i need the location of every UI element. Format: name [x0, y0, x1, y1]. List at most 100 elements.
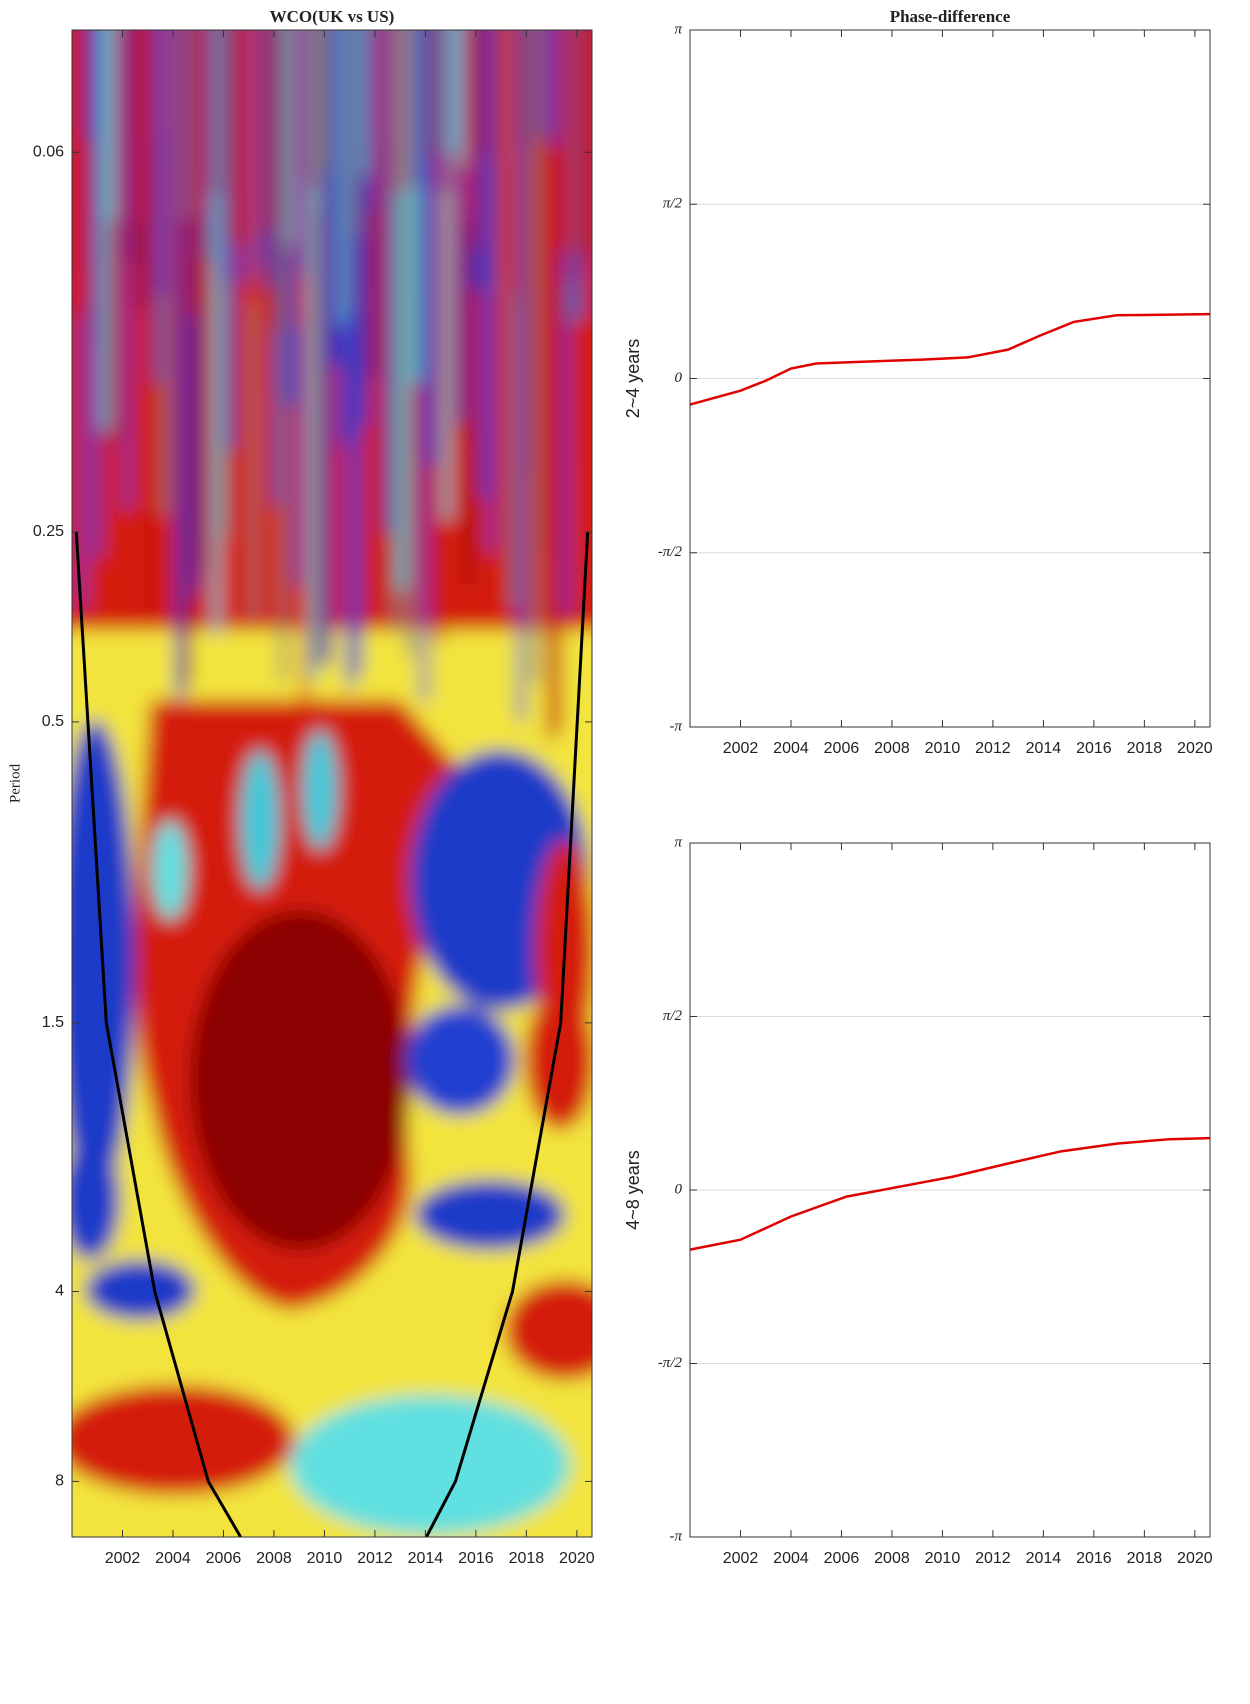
- heatmap-texture: [250, 30, 255, 303]
- heatmap-texture: [240, 750, 280, 890]
- phase-line: [689, 312, 1211, 406]
- cone-of-influence: [74, 531, 242, 1537]
- heatmap-texture: [473, 30, 478, 250]
- x-tick-label: 2014: [1026, 1550, 1062, 1567]
- heatmap-texture: [480, 30, 486, 156]
- y-tick-label: 0.5: [42, 713, 64, 730]
- y-tick-label: 8: [55, 1473, 64, 1490]
- heatmap-texture: [480, 30, 488, 499]
- heatmap-texture: [213, 30, 220, 635]
- heatmap-texture: [124, 30, 129, 164]
- heatmap-texture: [354, 30, 361, 675]
- heatmap-texture: [405, 1005, 515, 1115]
- heatmap-texture: [584, 30, 590, 265]
- x-tick-label: 2016: [458, 1550, 494, 1567]
- y-tick-label: -π: [669, 1528, 682, 1544]
- x-tick-label: 2008: [874, 1550, 910, 1567]
- heatmap-texture: [294, 30, 300, 328]
- x-tick-label: 2020: [1177, 1550, 1213, 1567]
- heatmap-texture: [86, 30, 92, 142]
- x-tick-label: 2018: [509, 1550, 545, 1567]
- heatmap-texture: [525, 30, 530, 147]
- heatmap-texture: [153, 30, 159, 166]
- heatmap-texture: [183, 30, 191, 687]
- heatmap-texture: [72, 1140, 120, 1260]
- heatmap-texture: [391, 30, 396, 287]
- heatmap-texture: [235, 30, 240, 263]
- x-tick-label: 2004: [773, 1550, 809, 1567]
- heatmap-texture: [361, 30, 367, 177]
- heatmap-texture: [510, 30, 517, 609]
- heatmap-texture: [384, 30, 391, 534]
- heatmap-texture: [317, 30, 322, 214]
- heatmap-texture: [324, 30, 330, 171]
- heatmap-texture: [415, 1180, 565, 1250]
- heatmap-texture: [79, 30, 84, 315]
- x-tick-label: 2016: [1076, 1550, 1112, 1567]
- heatmap-texture: [458, 30, 465, 425]
- y-tick-label: 1.5: [42, 1014, 64, 1031]
- heatmap-texture: [547, 30, 555, 741]
- heatmap-texture: [86, 30, 94, 342]
- x-tick-label: 2004: [773, 740, 809, 757]
- y-axis-label: 4~8 years: [623, 1150, 643, 1230]
- y-tick-label: 0: [675, 1181, 683, 1197]
- plot-frame: [71, 29, 593, 1538]
- heatmap-texture: [346, 30, 354, 688]
- x-tick-label: 2012: [975, 740, 1011, 757]
- heatmap-texture: [272, 30, 278, 330]
- heatmap-texture: [495, 30, 500, 286]
- y-tick-label: -π: [669, 718, 682, 734]
- heatmap-texture: [413, 30, 421, 384]
- heatmap-texture: [205, 30, 211, 259]
- x-tick-label: 2006: [824, 1550, 860, 1567]
- heatmap-texture: [488, 30, 493, 236]
- heatmap-texture: [183, 30, 188, 219]
- heatmap-texture: [577, 30, 582, 253]
- x-tick-label: 2020: [1177, 740, 1213, 757]
- heatmap-texture: [153, 30, 161, 384]
- cone-of-influence: [425, 531, 590, 1537]
- heatmap-texture: [317, 30, 324, 667]
- phase-line: [689, 1136, 1211, 1251]
- y-tick-label: -π/2: [658, 544, 683, 560]
- heatmap-texture: [220, 30, 228, 538]
- heatmap-texture: [428, 30, 434, 159]
- y-tick-label: π/2: [663, 1008, 683, 1024]
- heatmap-texture: [502, 30, 508, 269]
- heatmap-texture: [176, 30, 183, 728]
- heatmap-texture: [398, 30, 406, 591]
- heatmap-texture: [554, 30, 560, 146]
- x-tick-label: 2018: [1127, 740, 1163, 757]
- heatmap-texture: [517, 30, 525, 721]
- heatmap-texture: [168, 30, 176, 627]
- heatmap-texture: [146, 30, 151, 136]
- x-tick-label: 2020: [559, 1550, 595, 1567]
- heatmap-texture: [72, 30, 77, 130]
- heatmap-texture: [532, 30, 540, 683]
- heatmap-texture: [79, 30, 87, 609]
- heatmap-texture: [161, 30, 166, 295]
- x-tick-label: 2008: [874, 740, 910, 757]
- heatmap-texture: [436, 30, 441, 153]
- heatmap-texture: [228, 30, 233, 242]
- heatmap-texture: [465, 30, 473, 585]
- heatmap-texture: [250, 30, 257, 623]
- heatmap-texture: [332, 30, 337, 246]
- heatmap-texture: [85, 1260, 195, 1320]
- heatmap-texture: [465, 30, 471, 220]
- heatmap-texture: [443, 30, 451, 521]
- heatmap-texture: [220, 30, 226, 283]
- heatmap-texture: [146, 30, 153, 616]
- heatmap-texture: [109, 30, 114, 221]
- heatmap-texture: [502, 30, 510, 599]
- heatmap-texture: [525, 30, 532, 476]
- heatmap-texture: [280, 30, 287, 682]
- heatmap-texture: [436, 30, 443, 644]
- y-tick-label: π: [674, 21, 682, 37]
- heatmap-texture: [376, 30, 384, 614]
- heatmap-texture: [101, 30, 107, 205]
- heatmap-texture: [265, 30, 270, 231]
- heatmap-texture: [198, 30, 205, 576]
